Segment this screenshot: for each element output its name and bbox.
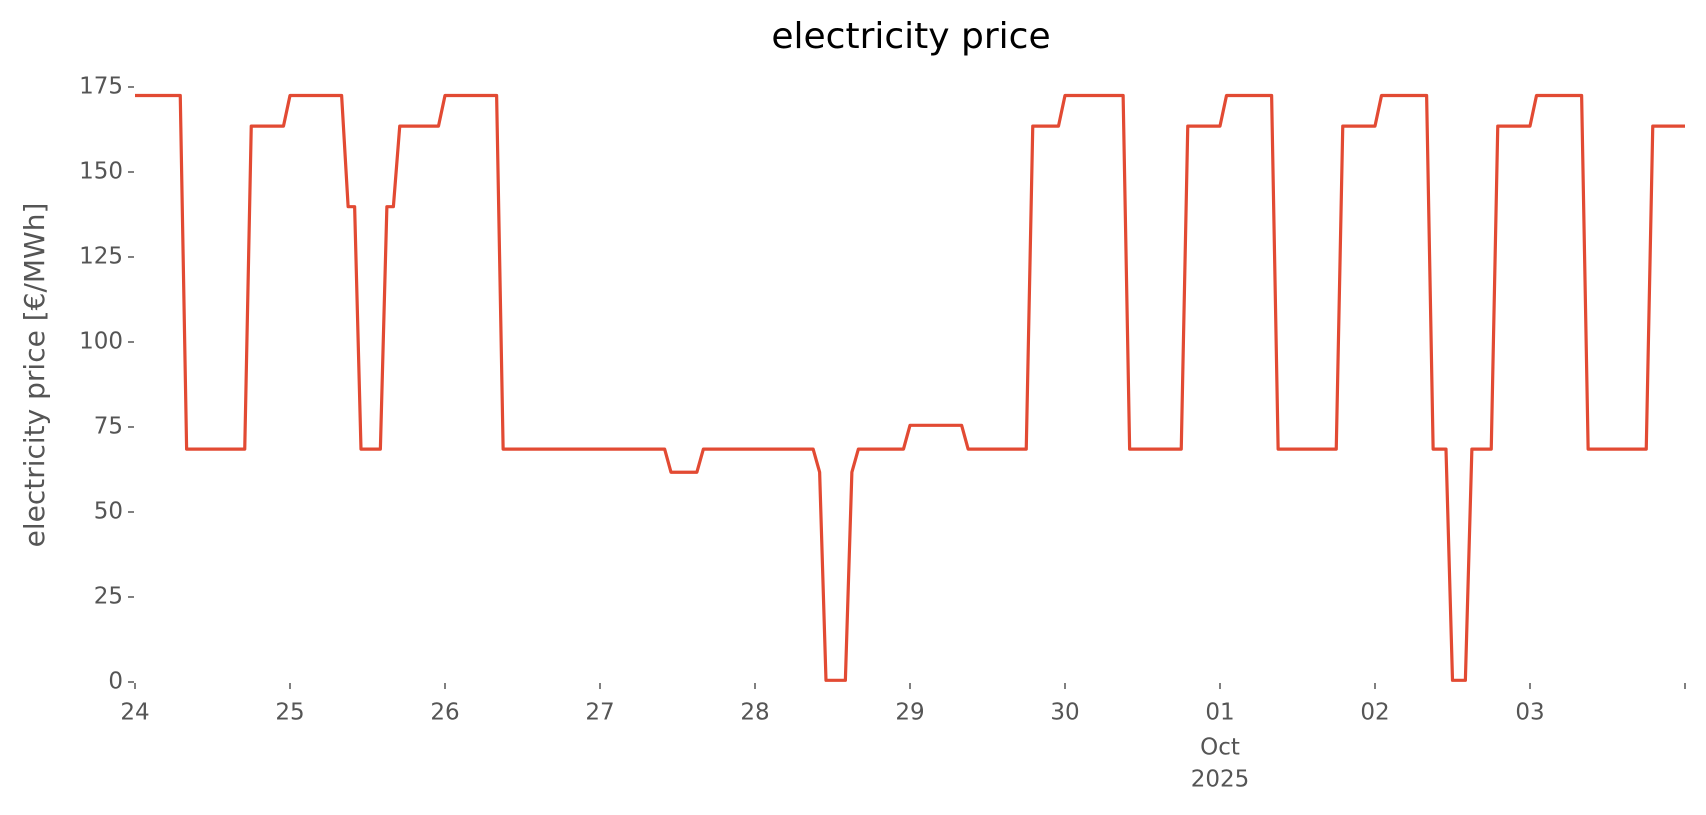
x-tick-label: 30 (1050, 700, 1079, 726)
y-tick-label: 125 (79, 244, 123, 270)
y-tick-label: 25 (94, 584, 123, 610)
y-tick-label: 150 (79, 159, 123, 185)
x-tick-label: 26 (430, 700, 459, 726)
x-tick-label: 27 (585, 700, 614, 726)
y-tick-label: 175 (79, 74, 123, 100)
x-tick-sublabel: 2025 (1191, 767, 1250, 793)
x-tick-label: 28 (740, 700, 769, 726)
x-tick-label: 03 (1515, 700, 1544, 726)
y-tick-label: 0 (108, 669, 123, 695)
x-tick-label: 25 (275, 700, 304, 726)
y-tick-label: 75 (94, 414, 123, 440)
y-tick-label: 50 (94, 499, 123, 525)
x-tick-label: 29 (895, 700, 924, 726)
chart-title: electricity price (771, 16, 1050, 57)
x-tick-sublabel: Oct (1200, 735, 1240, 761)
x-tick-label: 01 (1205, 700, 1234, 726)
y-tick-label: 100 (79, 329, 123, 355)
x-tick-label: 24 (120, 700, 149, 726)
price-line (135, 93, 1685, 682)
y-axis-label: electricity price [€/MWh] (18, 203, 51, 548)
x-tick-label: 02 (1360, 700, 1389, 726)
